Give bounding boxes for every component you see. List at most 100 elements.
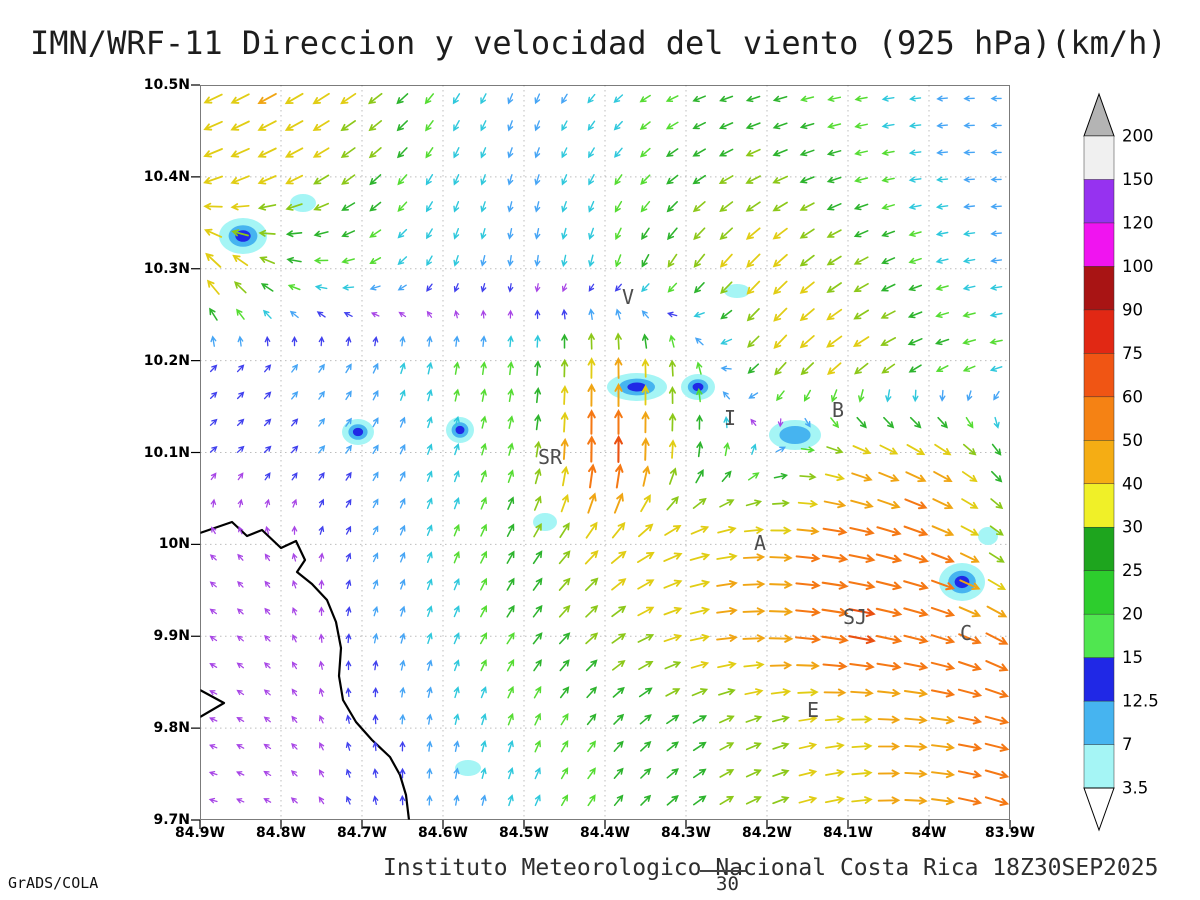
lat-tick-label: 10.4N — [143, 168, 190, 185]
wind-arrow — [480, 388, 487, 402]
wind-arrow — [369, 229, 382, 238]
wind-arrow — [962, 257, 976, 264]
wind-arrow — [559, 522, 570, 539]
wind-arrow — [480, 577, 488, 591]
wind-arrow — [506, 604, 515, 618]
wind-arrow — [848, 608, 876, 618]
wind-arrow — [318, 714, 325, 724]
wind-arrow — [507, 442, 514, 456]
wind-arrow — [934, 338, 950, 346]
wind-arrow — [209, 307, 218, 321]
wind-arrow — [209, 445, 218, 453]
wind-arrow — [291, 661, 298, 670]
wind-arrow — [453, 713, 460, 725]
wind-arrow — [771, 715, 790, 723]
wind-arrow — [426, 310, 433, 318]
wind-arrow — [639, 94, 651, 103]
wind-arrow — [613, 794, 624, 807]
wind-arrow — [909, 416, 922, 429]
wind-arrow — [340, 120, 356, 132]
wind-arrow — [638, 523, 654, 538]
wind-arrow — [853, 256, 869, 265]
wind-arrow — [745, 175, 761, 184]
wind-arrow — [852, 336, 870, 347]
wind-arrow — [771, 499, 790, 507]
wind-arrow — [399, 443, 406, 455]
wind-arrow — [795, 607, 821, 617]
wind-arrow — [585, 604, 599, 618]
wind-arrow — [453, 227, 460, 240]
wind-arrow — [236, 308, 245, 320]
colorbar-label: 7 — [1122, 735, 1133, 754]
wind-arrow — [745, 742, 762, 751]
wind-arrow — [963, 176, 975, 183]
wind-arrow — [965, 416, 974, 429]
wind-arrow — [668, 467, 677, 485]
wind-arrow — [963, 203, 976, 210]
wind-arrow — [641, 384, 650, 406]
wind-arrow — [748, 392, 759, 399]
wind-arrow — [236, 662, 245, 669]
wind-arrow — [853, 203, 869, 211]
wind-arrow — [719, 769, 735, 778]
wind-arrow — [453, 605, 460, 618]
wind-arrow — [584, 550, 599, 565]
wind-arrow — [799, 122, 815, 130]
wind-arrow — [799, 202, 815, 211]
wind-arrow — [798, 715, 818, 723]
wind-arrow — [640, 767, 652, 779]
station-label-i: I — [724, 406, 736, 430]
wind-arrow — [318, 363, 325, 373]
wind-arrow — [372, 389, 379, 401]
wind-arrow — [312, 92, 330, 105]
wind-arrow — [507, 712, 514, 726]
wind-arrow — [903, 525, 929, 537]
wind-arrow — [993, 416, 1000, 429]
wind-arrow — [425, 120, 434, 132]
wind-arrow — [905, 471, 927, 483]
wind-arrow — [848, 554, 876, 563]
wind-arrow — [479, 632, 488, 645]
wind-arrow — [345, 363, 352, 374]
wind-arrow — [399, 686, 406, 698]
wind-arrow — [372, 552, 379, 563]
wind-arrow — [426, 551, 433, 564]
wind-arrow — [287, 284, 301, 291]
colorbar-label: 15 — [1122, 648, 1143, 667]
wind-arrow — [666, 768, 679, 779]
wind-arrow — [345, 606, 352, 617]
wind-arrow — [695, 469, 704, 484]
colorbar-segment — [1083, 222, 1115, 268]
wind-arrow — [797, 688, 819, 697]
wind-arrow — [237, 580, 244, 588]
wind-arrow — [692, 497, 707, 509]
wind-arrow — [610, 550, 627, 564]
wind-arrow — [426, 497, 433, 510]
wind-arrow — [880, 310, 896, 319]
wind-arrow — [561, 200, 568, 213]
wind-arrow — [507, 174, 514, 186]
wind-arrow — [742, 634, 766, 643]
wind-arrow — [991, 470, 1003, 483]
wind-arrow — [908, 149, 922, 156]
wind-arrow — [587, 435, 597, 463]
wind-arrow — [719, 95, 734, 103]
wind-arrow — [772, 280, 788, 295]
wind-arrow — [453, 523, 460, 537]
wind-arrow — [912, 389, 919, 403]
wind-arrow — [822, 527, 848, 536]
wind-arrow — [561, 120, 568, 132]
wind-arrow — [425, 147, 434, 159]
wind-arrow — [345, 525, 352, 535]
wind-arrow — [318, 769, 325, 778]
wind-arrow — [614, 434, 623, 463]
colorbar-label: 25 — [1122, 561, 1143, 580]
wind-arrow — [209, 364, 218, 373]
wind-arrow — [993, 390, 1000, 401]
wind-arrow — [452, 93, 461, 105]
wind-arrow — [854, 122, 868, 129]
wind-arrow — [745, 796, 762, 805]
lon-tick-label: 83.9W — [985, 825, 1035, 841]
wind-arrow — [257, 92, 277, 105]
wind-arrow — [480, 659, 487, 672]
